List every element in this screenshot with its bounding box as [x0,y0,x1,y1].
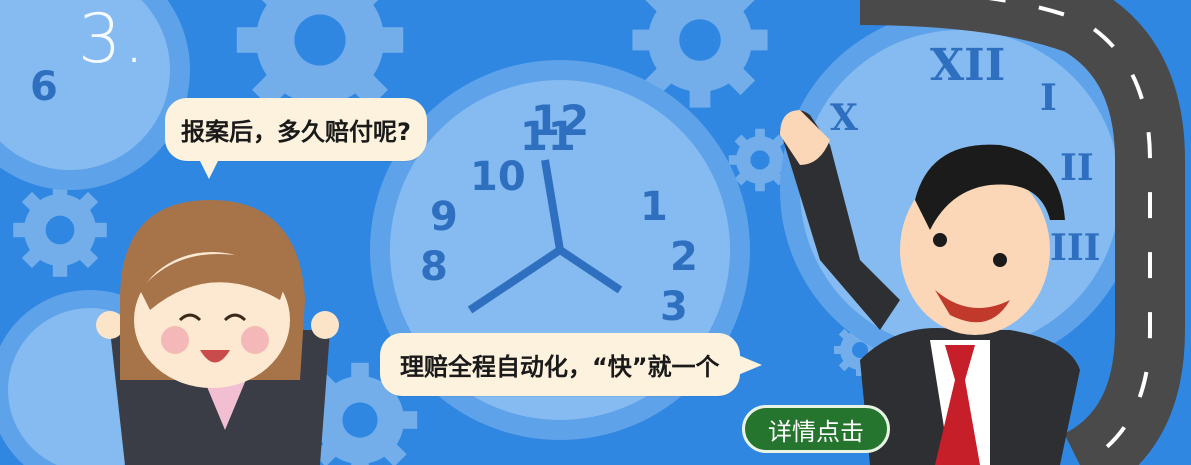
svg-text:1: 1 [640,184,668,230]
businessman-character [780,110,1080,465]
svg-text:11: 11 [520,114,576,160]
svg-text:12: 12 [531,96,589,145]
svg-text:2: 2 [670,234,698,280]
svg-text:III: III [1050,227,1101,269]
answer-bubble: 理赔全程自动化，“快”就一个 [380,333,762,396]
svg-text:6: 6 [30,64,58,110]
svg-text:XII: XII [930,40,1005,91]
svg-text:II: II [1060,147,1094,189]
svg-text:I: I [1040,77,1057,119]
woman-character [96,200,339,465]
gear-icon [13,183,107,277]
step-number: 3. [78,0,147,79]
svg-text:X: X [830,97,858,139]
svg-text:9: 9 [430,194,458,240]
svg-text:8: 8 [420,244,448,290]
question-bubble: 报案后，多久赔付呢? [165,98,427,179]
road-icon [859,0,1185,465]
clock-icon: 6 [0,0,190,190]
svg-text:10: 10 [470,154,526,200]
details-button[interactable]: 详情点击 [742,405,890,453]
svg-text:3: 3 [660,284,688,330]
